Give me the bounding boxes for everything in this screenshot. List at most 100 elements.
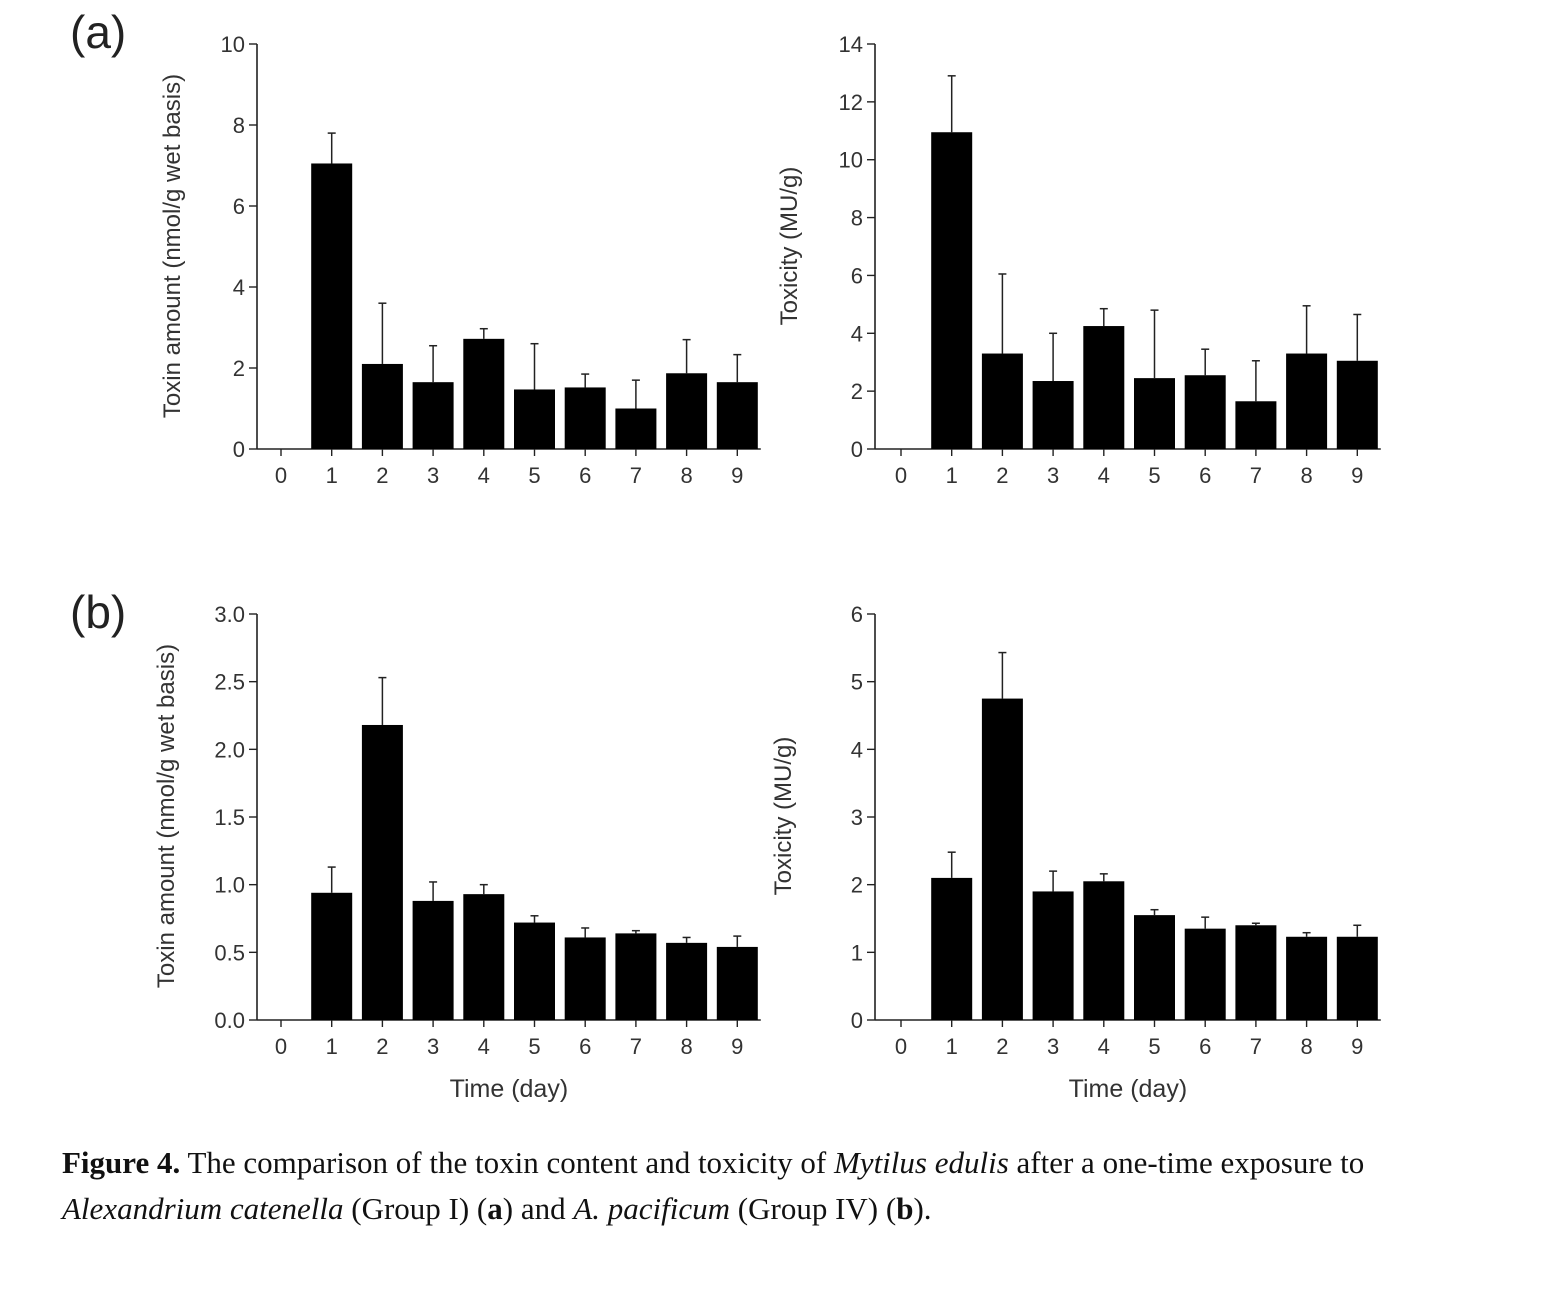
bar [716,946,758,1020]
caption-species: Alexandrium catenella [62,1191,344,1226]
x-tick-label: 8 [1300,463,1312,488]
bar [1184,375,1226,449]
chart-b-toxicity: 0 1 2 3 4 5 6 0 1 2 3 4 5 6 7 8 9 Toxicity (MU/g) Time (da… [770,602,1381,1103]
caption-label: Figure 4. [62,1145,181,1180]
y-tick-label: 1.0 [214,873,245,898]
bar [1184,928,1226,1020]
bar [981,353,1023,449]
x-tick-label: 9 [731,1034,743,1059]
bar [1286,353,1328,449]
bar [564,387,606,449]
y-tick-label: 6 [851,602,863,627]
y-axis-label: Toxicity (MU/g) [770,737,797,896]
bar [412,382,454,449]
x-tick-label: 0 [895,1034,907,1059]
x-tick-label: 8 [680,463,692,488]
caption-species: Mytilus edulis [833,1145,1009,1180]
chart-b-toxin-amount: 0.0 0.5 1.0 1.5 2.0 2.5 3.0 0 1 2 3 4 5 6 7 8 9 Toxin amo… [153,602,761,1103]
y-tick-label: 14 [839,32,863,57]
y-tick-label: 1 [851,940,863,965]
y-tick-label: 2 [233,356,245,381]
y-tick-label: 6 [851,263,863,288]
y-tick-label: 4 [233,275,245,300]
caption-ref-a: a [487,1191,503,1226]
x-tick-label: 9 [731,463,743,488]
x-tick-label: 5 [528,1034,540,1059]
bar [716,382,758,449]
bar [1134,915,1175,1020]
x-tick-label: 9 [1351,1034,1363,1059]
x-tick-label: 5 [1148,463,1160,488]
y-tick-label: 5 [851,670,863,695]
bar [1134,378,1175,449]
bar [1336,360,1378,449]
bar [1083,881,1125,1020]
x-tick-label: 0 [895,463,907,488]
y-tick-label: 6 [233,194,245,219]
x-tick-label: 2 [996,1034,1008,1059]
y-tick-label: 0 [851,437,863,462]
x-tick-label: 7 [1250,1034,1262,1059]
bar [1032,381,1074,449]
y-tick-label: 8 [233,113,245,138]
bar [463,338,505,449]
bar [361,724,403,1020]
x-tick-label: 0 [275,1034,287,1059]
x-tick-label: 1 [326,463,338,488]
bar [463,894,505,1020]
x-tick-label: 1 [326,1034,338,1059]
bar [311,163,353,449]
chart-a-toxin-amount: 0 2 4 6 8 10 0 1 2 3 4 5 6 7 8 9 Toxin amount (nmol/g we… [159,32,761,488]
x-axis-label: Time (day) [450,1075,569,1103]
bar [1235,925,1277,1020]
bar [931,132,973,449]
bar [514,389,555,449]
y-tick-label: 0.5 [214,940,245,965]
caption-species: A. pacificum [573,1191,731,1226]
bar [666,373,708,449]
bar [361,363,403,449]
bar [981,698,1023,1020]
y-tick-label: 10 [221,32,245,57]
x-tick-label: 9 [1351,463,1363,488]
x-tick-label: 3 [427,1034,439,1059]
x-tick-label: 4 [478,463,490,488]
caption-text: ). [913,1191,932,1226]
x-tick-label: 2 [996,463,1008,488]
caption-text: (Group I) ( [343,1191,488,1226]
y-axis-label: Toxin amount (nmol/g wet basis) [159,74,186,418]
bar [514,922,555,1020]
caption-text: The comparison of the toxin content and … [180,1145,834,1180]
bar [666,942,708,1020]
y-tick-label: 2 [851,379,863,404]
y-axis-label: Toxin amount (nmol/g wet basis) [153,644,180,988]
y-tick-label: 3.0 [214,602,245,627]
x-tick-label: 7 [630,463,642,488]
x-tick-label: 6 [579,1034,591,1059]
y-tick-label: 12 [839,90,863,115]
y-tick-label: 2 [851,873,863,898]
bar [412,900,454,1020]
x-tick-label: 6 [1199,463,1211,488]
y-tick-label: 0 [233,437,245,462]
bar [931,877,973,1020]
caption-ref-b: b [896,1191,914,1226]
y-tick-label: 0 [851,1008,863,1033]
x-tick-label: 4 [1098,1034,1110,1059]
x-axis-label: Time (day) [1069,1075,1188,1103]
x-tick-label: 7 [1250,463,1262,488]
x-tick-label: 3 [1047,1034,1059,1059]
x-tick-label: 2 [376,1034,388,1059]
bar [1336,936,1378,1020]
bar [1286,936,1328,1020]
bar [1235,401,1277,449]
caption-text: ) and [502,1191,574,1226]
y-tick-label: 0.0 [214,1008,245,1033]
x-tick-label: 4 [1098,463,1110,488]
bar [564,937,606,1020]
y-tick-label: 1.5 [214,805,245,830]
y-tick-label: 8 [851,206,863,231]
x-tick-label: 5 [1148,1034,1160,1059]
